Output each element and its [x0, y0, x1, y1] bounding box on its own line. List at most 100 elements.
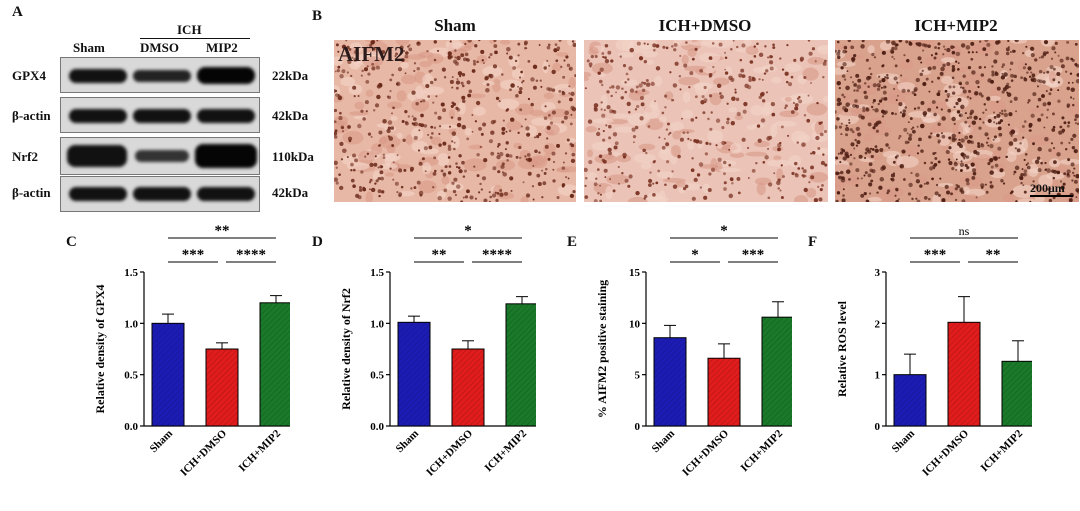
panel-label-e: E [567, 234, 578, 250]
panel-label-f: F [808, 234, 818, 250]
blot-group-label: ICH [177, 22, 202, 37]
x-tick-label: ICH+DMSO [424, 427, 475, 478]
y-tick-label: 1.5 [370, 267, 384, 279]
x-tick-label: ICH+DMSO [680, 427, 731, 478]
y-tick-label: 0.5 [124, 370, 138, 382]
scale-bar [1030, 195, 1073, 197]
x-tick-label: ICH+MIP2 [482, 427, 529, 474]
ihc-title-dmso: ICH+DMSO [658, 16, 752, 35]
band-actin1-mip2 [197, 109, 255, 123]
bar-ich-dmso [451, 348, 485, 427]
y-axis-label: % AIFM2 positive staining [595, 280, 609, 418]
bar-sham [653, 337, 687, 427]
band-actin2-mip2 [197, 187, 255, 201]
y-tick-label: 0 [635, 421, 641, 433]
significance-label: * [464, 224, 472, 239]
ihc-title-mip2: ICH+MIP2 [914, 16, 998, 35]
ihc-marker-label: AIFM2 [338, 42, 405, 66]
y-tick-label: 1.0 [124, 318, 138, 330]
bar-sham [893, 374, 927, 427]
kda-label-nrf2: 110kDa [272, 149, 314, 164]
chart-ros: Relative ROS level 0 1 2 3 Sham ICH+DMSO ICH+MI… [835, 224, 1032, 479]
x-tick-label: ICH+DMSO [178, 427, 229, 478]
tissue-texture [584, 40, 828, 202]
y-axis-label: Relative ROS level [835, 300, 849, 397]
band-gpx4-dmso [133, 70, 191, 82]
x-tick-label: Sham [148, 428, 176, 456]
kda-label-gpx4: 22kDa [272, 68, 309, 83]
significance-label: * [691, 247, 699, 263]
y-axis-label: Relative density of Nrf2 [339, 288, 353, 410]
y-tick-label: 0.0 [124, 421, 138, 433]
y-tick-label: 10 [629, 318, 641, 330]
blot-group-line [140, 38, 250, 39]
y-axis-label: Relative density of GPX4 [93, 285, 107, 414]
bar-ich-mip2 [505, 303, 536, 427]
band-nrf2-mip2 [195, 144, 257, 168]
x-tick-label: Sham [890, 428, 918, 456]
chart-nrf2: Relative density of Nrf2 0.0 0.5 1.0 1.5 Sham… [339, 224, 536, 479]
y-tick-label: 0.5 [370, 370, 384, 382]
protein-label-gpx4: GPX4 [12, 68, 46, 83]
y-tick-label: 1.0 [370, 318, 384, 330]
x-tick-label: ICH+MIP2 [738, 427, 785, 474]
tissue-texture [334, 40, 576, 202]
significance-label: **** [236, 247, 266, 263]
y-tick-label: 1 [875, 370, 881, 382]
y-tick-label: 0.0 [370, 421, 384, 433]
significance-label: **** [482, 247, 512, 263]
bar-ich-dmso [947, 321, 981, 427]
kda-label-actin-1: 42kDa [272, 108, 309, 123]
band-actin2-dmso [133, 187, 191, 201]
y-tick-label: 0 [875, 421, 881, 433]
significance-label: ** [215, 224, 230, 239]
y-tick-label: 5 [635, 370, 641, 382]
x-tick-label: ICH+DMSO [920, 427, 971, 478]
ihc-image-sham [334, 40, 576, 202]
blot-row-actin-1 [60, 97, 260, 133]
x-tick-label: Sham [650, 428, 678, 456]
x-tick-label: Sham [394, 428, 422, 456]
band-actin1-dmso [133, 109, 191, 123]
lane-label-mip2: MIP2 [206, 40, 238, 55]
x-tick-label: ICH+MIP2 [236, 427, 283, 474]
significance-label: ** [432, 247, 447, 263]
bar-ich-dmso [205, 348, 239, 427]
band-gpx4-mip2 [197, 67, 255, 84]
band-actin1-sham [69, 109, 127, 123]
kda-label-actin-2: 42kDa [272, 185, 309, 200]
significance-label: *** [742, 247, 765, 263]
panel-label-d: D [312, 234, 323, 250]
significance-label: ns [959, 224, 970, 238]
protein-label-actin-2: β-actin [12, 185, 51, 200]
ihc-title-sham: Sham [434, 16, 476, 35]
chart-aifm2: % AIFM2 positive staining 0 5 10 15 Sham ICH+D… [595, 224, 792, 479]
significance-label: *** [182, 247, 205, 263]
protein-label-nrf2: Nrf2 [12, 149, 38, 164]
panel-label-c: C [66, 234, 77, 250]
y-tick-label: 15 [629, 267, 641, 279]
band-nrf2-dmso [135, 150, 189, 162]
blot-row-actin-2 [60, 176, 260, 212]
band-actin2-sham [69, 187, 127, 201]
protein-label-actin-1: β-actin [12, 108, 51, 123]
panel-label-b: B [312, 8, 323, 24]
scale-bar-label: 200μm [1030, 181, 1065, 195]
band-gpx4-sham [69, 69, 127, 83]
bar-ich-dmso [707, 357, 741, 427]
significance-label: *** [924, 247, 947, 263]
blot-row-nrf2 [60, 137, 260, 175]
significance-label: ** [986, 247, 1001, 263]
bar-ich-mip2 [259, 302, 290, 427]
blot-row-gpx4 [60, 57, 260, 93]
bar-sham [151, 322, 185, 427]
y-tick-label: 3 [875, 267, 881, 279]
panel-label-a: A [12, 4, 23, 20]
lane-label-dmso: DMSO [140, 40, 179, 55]
tissue-texture [835, 40, 1079, 202]
chart-gpx4: Relative density of GPX4 0.0 0.5 1.0 1.5 Sham… [93, 224, 290, 479]
bar-ich-mip2 [1001, 360, 1032, 427]
ihc-image-dmso [584, 40, 828, 202]
y-tick-label: 2 [875, 318, 881, 330]
x-tick-label: ICH+MIP2 [978, 427, 1025, 474]
